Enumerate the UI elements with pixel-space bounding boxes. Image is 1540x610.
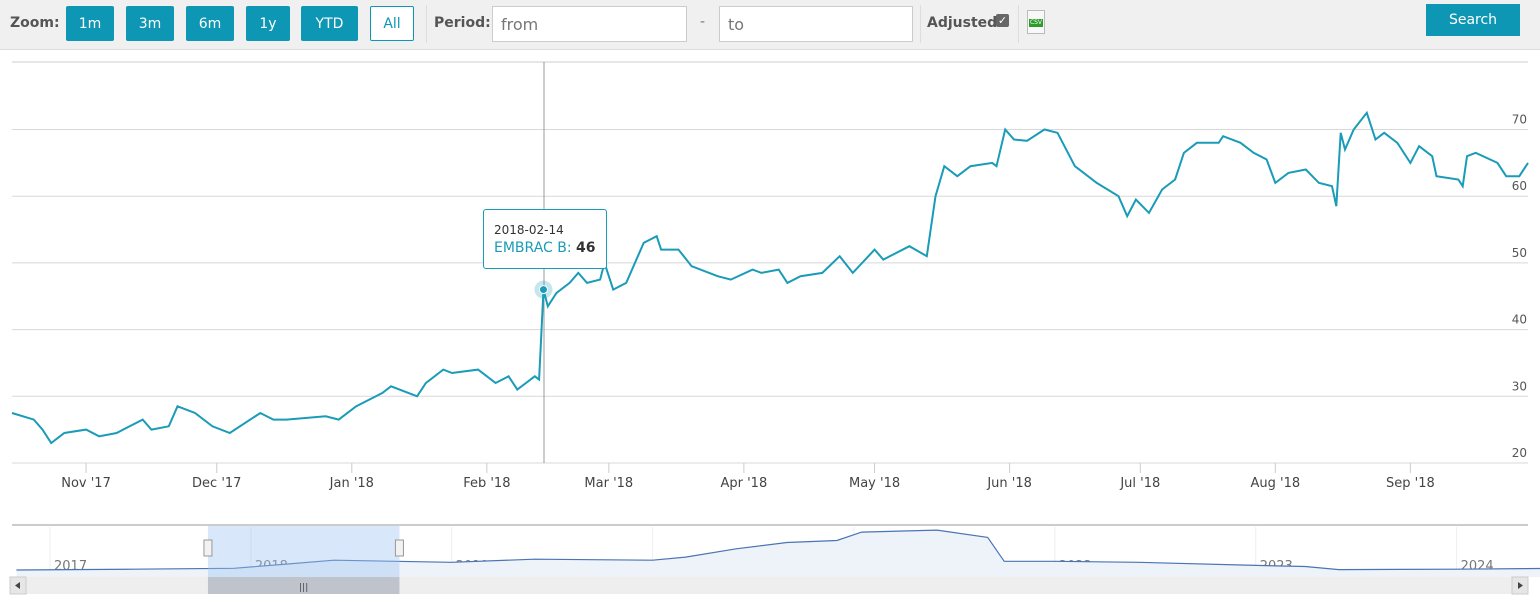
csv-text: CSV: [1029, 19, 1043, 27]
navigator-left-handle[interactable]: [203, 539, 213, 557]
zoom-1m-button[interactable]: 1m: [66, 6, 114, 41]
tooltip-date: 2018-02-14: [494, 223, 564, 237]
zoom-1y-button[interactable]: 1y: [246, 6, 290, 41]
y-tick-label: 30: [1512, 379, 1527, 393]
x-tick-label: Jul '18: [1119, 476, 1160, 491]
navigator-right-handle[interactable]: [394, 539, 404, 557]
x-tick-label: Jan '18: [329, 476, 374, 491]
x-tick-label: Dec '17: [192, 476, 241, 491]
x-tick-label: Feb '18: [463, 476, 510, 491]
x-tick-label: Sep '18: [1386, 476, 1435, 491]
series-line-embrac-b: [11, 110, 1529, 445]
period-to-input[interactable]: [719, 6, 913, 42]
zoom-all-button[interactable]: All: [370, 6, 414, 41]
y-tick-label: 70: [1512, 113, 1527, 127]
tooltip-series: EMBRAC B: [494, 240, 567, 256]
hover-point: [538, 285, 548, 295]
period-dash: -: [700, 14, 706, 30]
y-tick-label: 60: [1512, 179, 1527, 193]
x-tick-label: Apr '18: [720, 476, 767, 491]
price-chart[interactable]: 20 30 40 50 60 70 Nov '17 Dec '17 Jan '18 Feb '18…: [0, 50, 1540, 610]
csv-file-icon[interactable]: CSV: [1027, 10, 1045, 34]
adjusted-label: Adjusted: [927, 15, 998, 31]
x-tick-label: Mar '18: [584, 476, 633, 491]
toolbar: Zoom: 1m 3m 6m 1y YTD All Period: - Adju…: [0, 0, 1540, 50]
divider: [1018, 5, 1019, 43]
period-from-input[interactable]: [492, 6, 687, 42]
x-tick-label: Aug '18: [1251, 476, 1301, 491]
tooltip: 2018-02-14 EMBRAC B: 46: [483, 209, 607, 269]
zoom-6m-button[interactable]: 6m: [186, 6, 234, 41]
period-label: Period:: [434, 15, 491, 31]
tooltip-sep: :: [566, 240, 572, 256]
x-tick-label: Jun '18: [986, 476, 1032, 491]
divider: [920, 5, 921, 43]
tooltip-value: 46: [576, 240, 596, 256]
scrollbar-thumb[interactable]: [207, 577, 400, 594]
arrow-left-icon: [15, 582, 20, 589]
x-tick-label: Nov '17: [61, 476, 111, 491]
adjusted-checkbox[interactable]: ✓: [996, 14, 1009, 27]
zoom-label: Zoom:: [10, 15, 60, 31]
arrow-right-icon: [1518, 582, 1523, 589]
search-button[interactable]: Search: [1426, 4, 1520, 36]
x-tick-label: May '18: [849, 476, 900, 491]
y-tick-label: 40: [1512, 313, 1527, 327]
zoom-ytd-button[interactable]: YTD: [301, 6, 358, 41]
y-tick-label: 50: [1512, 246, 1527, 260]
navigator-line: [16, 529, 1540, 571]
divider: [426, 5, 427, 43]
zoom-3m-button[interactable]: 3m: [126, 6, 174, 41]
scrollbar-grip-icon: |||: [299, 583, 308, 593]
navigator-area: [16, 530, 1540, 577]
navigator-selection[interactable]: [207, 526, 400, 577]
y-tick-label: 20: [1512, 446, 1527, 460]
